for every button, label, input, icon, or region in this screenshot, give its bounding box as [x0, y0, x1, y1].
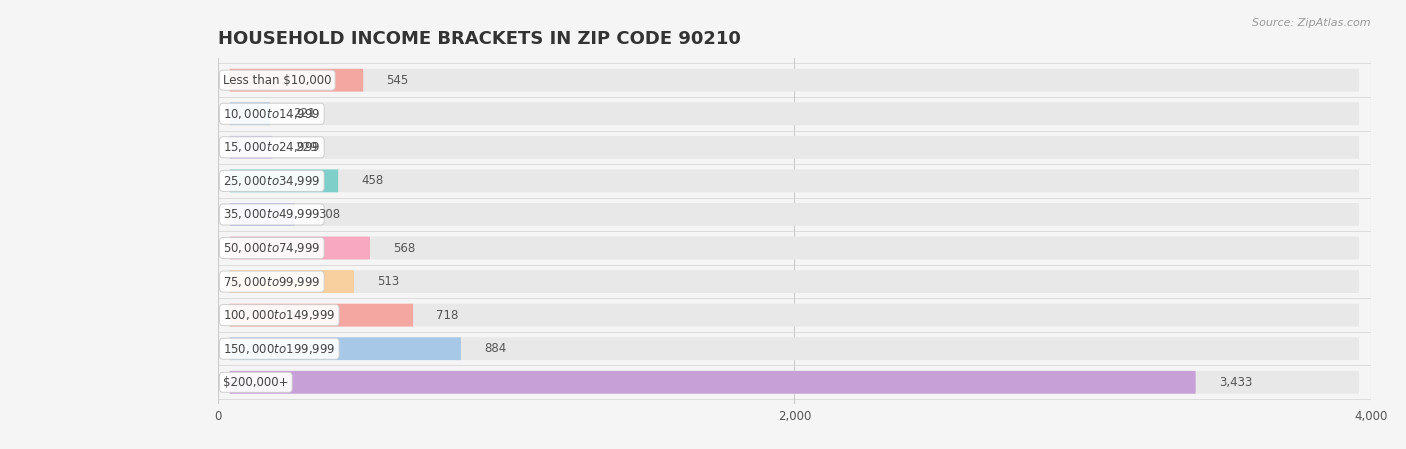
Bar [218, 63, 1371, 97]
FancyBboxPatch shape [229, 169, 339, 192]
Text: 545: 545 [387, 74, 409, 87]
Text: $150,000 to $199,999: $150,000 to $199,999 [224, 342, 336, 356]
Bar [218, 365, 1371, 399]
Bar [218, 164, 1371, 198]
Text: $75,000 to $99,999: $75,000 to $99,999 [224, 275, 321, 289]
Text: 884: 884 [484, 342, 506, 355]
FancyBboxPatch shape [229, 203, 295, 226]
Text: 308: 308 [318, 208, 340, 221]
FancyBboxPatch shape [229, 337, 461, 360]
FancyBboxPatch shape [229, 237, 1360, 260]
FancyBboxPatch shape [229, 136, 273, 159]
Text: 458: 458 [361, 174, 384, 187]
Text: $15,000 to $24,999: $15,000 to $24,999 [224, 141, 321, 154]
FancyBboxPatch shape [229, 371, 1360, 394]
FancyBboxPatch shape [229, 237, 370, 260]
FancyBboxPatch shape [229, 203, 1360, 226]
Text: 568: 568 [394, 242, 415, 255]
Text: $50,000 to $74,999: $50,000 to $74,999 [224, 241, 321, 255]
Text: 221: 221 [294, 107, 316, 120]
Text: Less than $10,000: Less than $10,000 [224, 74, 332, 87]
Text: $35,000 to $49,999: $35,000 to $49,999 [224, 207, 321, 221]
FancyBboxPatch shape [229, 270, 354, 293]
FancyBboxPatch shape [229, 270, 1360, 293]
FancyBboxPatch shape [229, 371, 1195, 394]
FancyBboxPatch shape [229, 69, 1360, 92]
Bar [218, 231, 1371, 265]
Bar [218, 97, 1371, 131]
Bar [218, 265, 1371, 299]
Text: $200,000+: $200,000+ [224, 376, 288, 389]
Text: 3,433: 3,433 [1219, 376, 1253, 389]
Text: $10,000 to $14,999: $10,000 to $14,999 [224, 107, 321, 121]
Text: $25,000 to $34,999: $25,000 to $34,999 [224, 174, 321, 188]
FancyBboxPatch shape [229, 136, 1360, 159]
Bar [218, 332, 1371, 365]
Bar [218, 299, 1371, 332]
FancyBboxPatch shape [229, 169, 1360, 192]
Text: $100,000 to $149,999: $100,000 to $149,999 [224, 308, 336, 322]
Text: HOUSEHOLD INCOME BRACKETS IN ZIP CODE 90210: HOUSEHOLD INCOME BRACKETS IN ZIP CODE 90… [218, 31, 741, 48]
Bar [218, 131, 1371, 164]
FancyBboxPatch shape [229, 102, 270, 125]
Text: 229: 229 [295, 141, 318, 154]
Bar [218, 198, 1371, 231]
FancyBboxPatch shape [229, 304, 413, 326]
Text: 513: 513 [377, 275, 399, 288]
FancyBboxPatch shape [229, 102, 1360, 125]
FancyBboxPatch shape [229, 69, 363, 92]
Text: Source: ZipAtlas.com: Source: ZipAtlas.com [1253, 18, 1371, 28]
FancyBboxPatch shape [229, 337, 1360, 360]
Text: 718: 718 [436, 308, 458, 321]
FancyBboxPatch shape [229, 304, 1360, 326]
